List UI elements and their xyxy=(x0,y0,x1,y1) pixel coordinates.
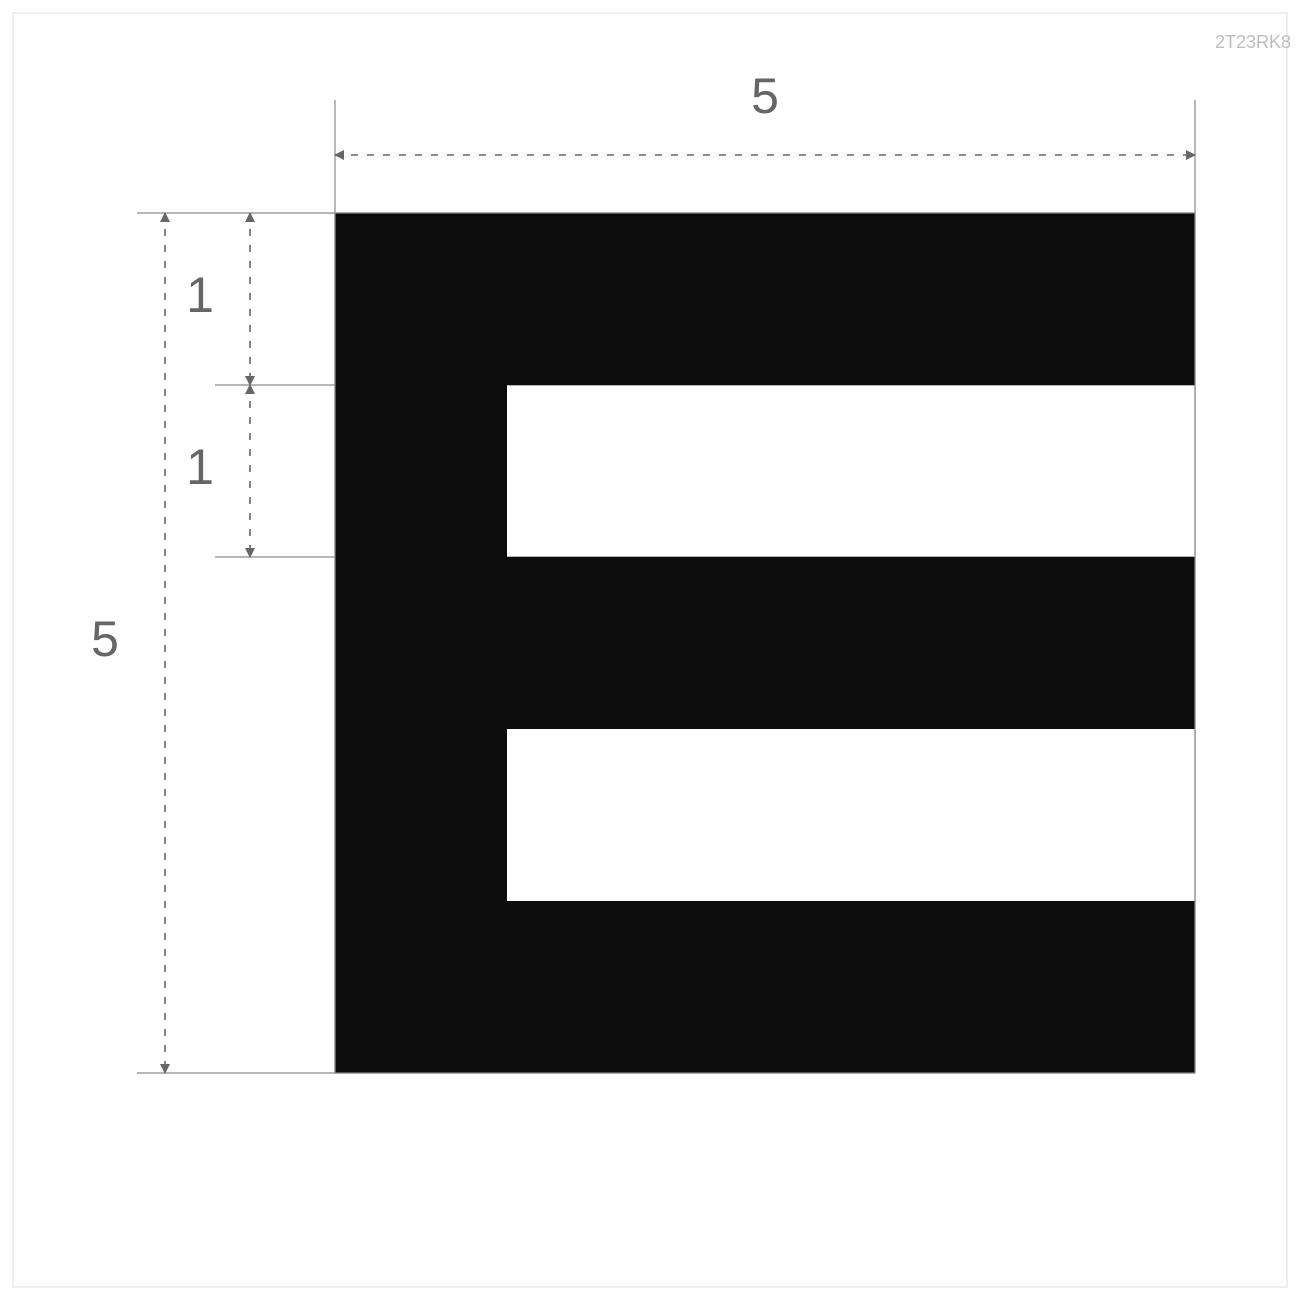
optotype-bar-2 xyxy=(335,557,1195,729)
dimension-height-label: 5 xyxy=(91,611,119,667)
dimension-unit1b-label: 1 xyxy=(186,439,214,495)
diagram-svg: 5 5 1 1 2T23RK8 xyxy=(0,0,1300,1295)
optotype-bar-0 xyxy=(335,213,1195,385)
optotype-e xyxy=(335,213,1195,1073)
optotype-bar-1 xyxy=(335,385,507,557)
dimension-width-label: 5 xyxy=(751,68,779,124)
optotype-bar-4 xyxy=(335,901,1195,1073)
watermark-id: 2T23RK8 xyxy=(1215,32,1291,52)
optotype-bar-3 xyxy=(335,729,507,901)
dimension-unit1a-label: 1 xyxy=(186,267,214,323)
